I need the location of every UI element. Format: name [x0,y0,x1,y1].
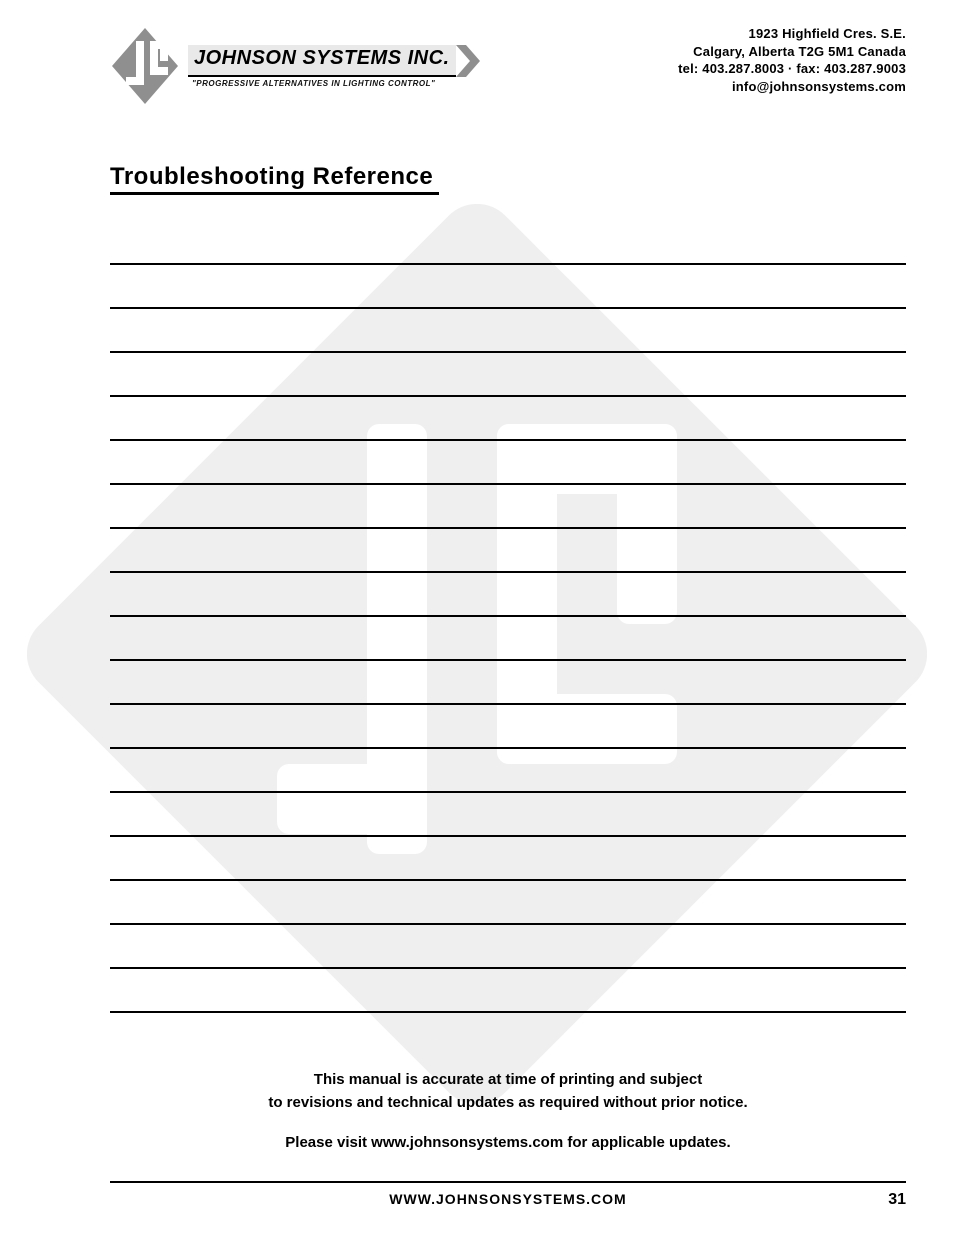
note-lines-area [110,221,906,1013]
page-number: 31 [888,1191,906,1209]
company-tagline: "PROGRESSIVE ALTERNATIVES IN LIGHTING CO… [188,77,439,88]
note-line [110,353,906,397]
contact-block: 1923 Highfield Cres. S.E. Calgary, Alber… [678,25,906,95]
company-logo: JOHNSON SYSTEMS INC. "PROGRESSIVE ALTERN… [110,25,482,107]
note-line [110,793,906,837]
page-footer: WWW.JOHNSONSYSTEMS.COM 31 [110,1181,906,1207]
note-line [110,705,906,749]
note-line [110,529,906,573]
note-line [110,397,906,441]
contact-address-2: Calgary, Alberta T2G 5M1 Canada [678,43,906,61]
disclaimer-line-1: This manual is accurate at time of print… [110,1069,906,1092]
note-line [110,485,906,529]
note-line [110,837,906,881]
note-line [110,749,906,793]
disclaimer-line-3: Please visit www.johnsonsystems.com for … [110,1132,906,1155]
logo-arrow-icon [456,45,482,77]
contact-phone-fax: tel: 403.287.8003 · fax: 403.287.9003 [678,60,906,78]
contact-email: info@johnsonsystems.com [678,78,906,96]
note-line [110,617,906,661]
disclaimer-line-2: to revisions and technical updates as re… [110,1092,906,1115]
note-line [110,881,906,925]
note-line [110,925,906,969]
company-name: JOHNSON SYSTEMS INC. [188,45,456,77]
note-line [110,969,906,1013]
logo-mark-icon [110,25,180,107]
footer-url: WWW.JOHNSONSYSTEMS.COM [389,1191,626,1207]
note-line [110,221,906,265]
note-line [110,309,906,353]
note-line [110,265,906,309]
note-line [110,441,906,485]
disclaimer-block: This manual is accurate at time of print… [110,1069,906,1155]
page-header: JOHNSON SYSTEMS INC. "PROGRESSIVE ALTERN… [110,25,906,107]
section-title: Troubleshooting Reference [110,163,439,195]
contact-address-1: 1923 Highfield Cres. S.E. [678,25,906,43]
note-line [110,661,906,705]
note-line [110,573,906,617]
